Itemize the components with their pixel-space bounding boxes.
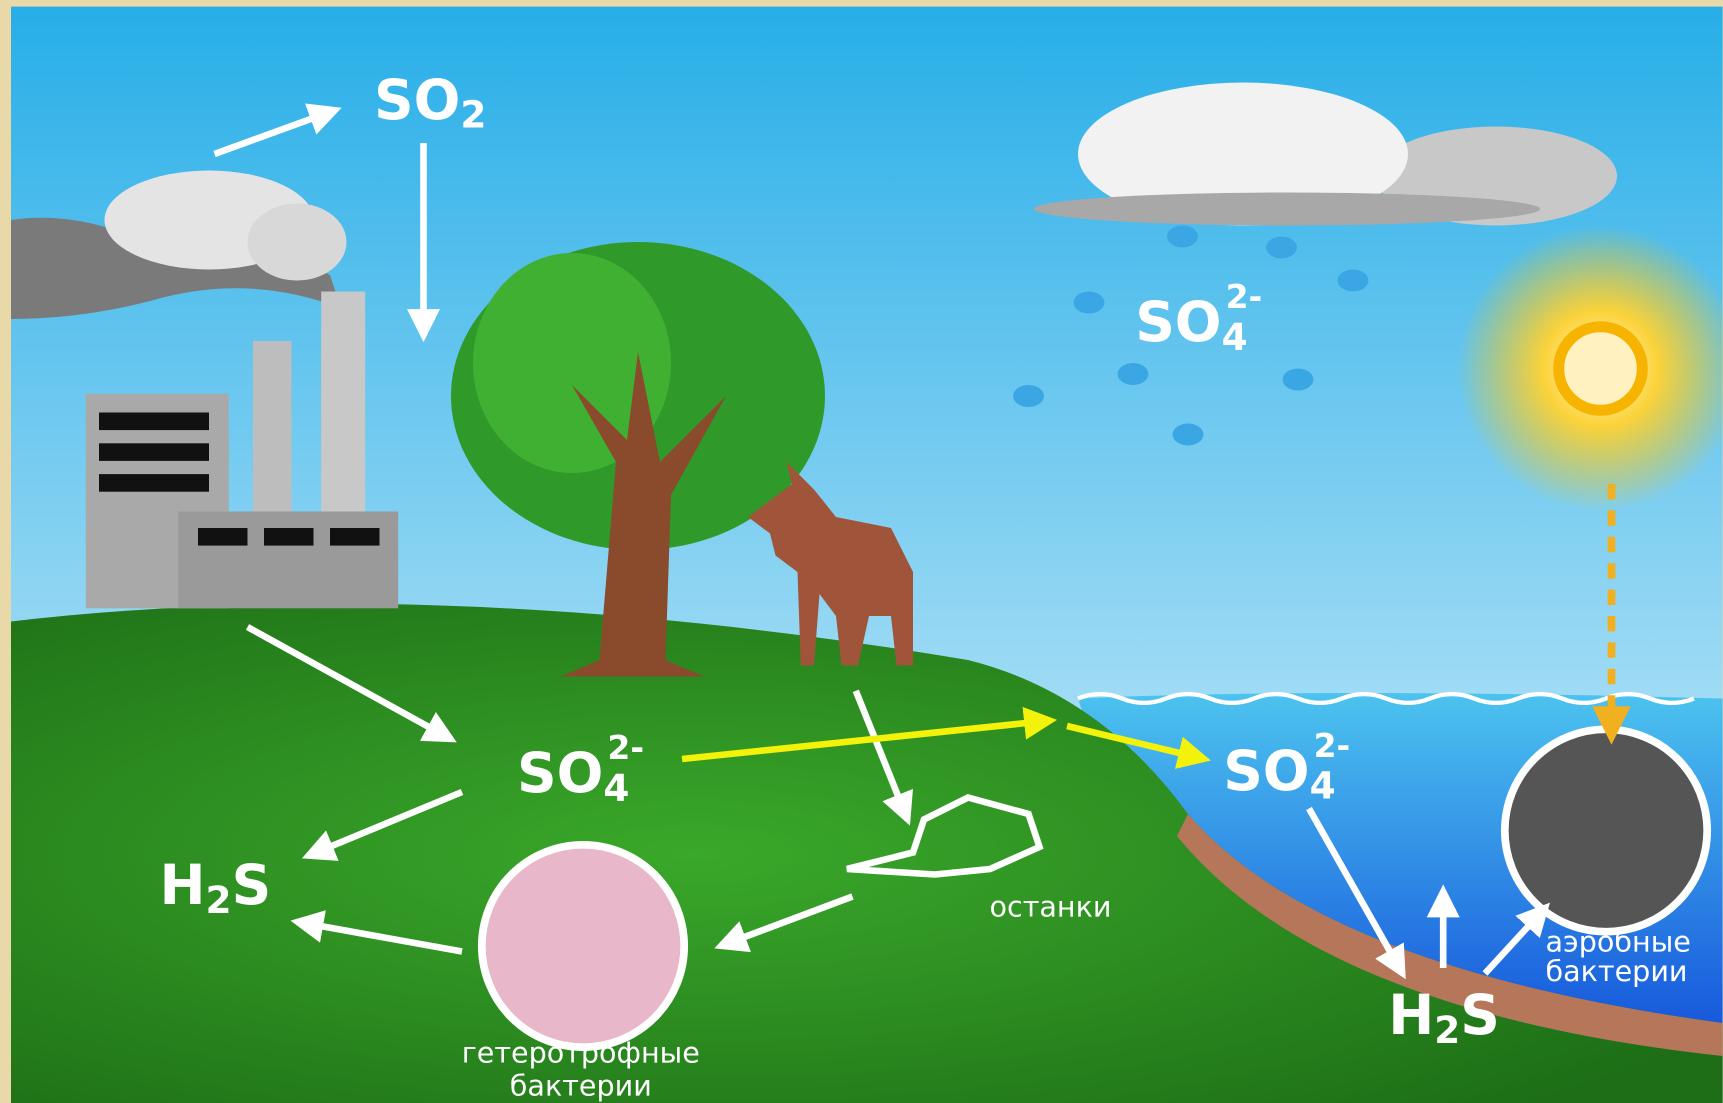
arrows	[213, 103, 1550, 980]
waves	[1077, 691, 1695, 706]
rain	[1013, 225, 1369, 446]
heterotrophic-label: бактерии	[510, 1069, 652, 1103]
heterotrophic-label: гетеротрофные	[462, 1036, 700, 1070]
aerobic-bacteria-image	[1500, 725, 1712, 936]
seabed	[1177, 814, 1723, 1056]
cloud	[1034, 82, 1617, 226]
so4-water-label: SO42-	[1223, 726, 1350, 808]
arrow-yellow	[1066, 722, 1211, 769]
aerobic-label: бактерии	[1546, 954, 1688, 988]
tree	[451, 242, 825, 677]
h2s-water-label: H2S	[1388, 983, 1500, 1052]
so4-land-label: SO42-	[517, 728, 644, 810]
sun-core	[1553, 321, 1648, 416]
arrow-yellow	[681, 706, 1058, 763]
factory	[11, 170, 399, 609]
aerobic-label: аэробные	[1546, 925, 1691, 959]
scene: SO2 SO42- SO42- SO42- H2S H2S останки ге…	[11, 6, 1723, 1103]
heterotrophic-bacteria-image	[477, 840, 689, 1052]
so4-rain-label: SO42-	[1135, 277, 1262, 359]
remains-bones	[846, 793, 1044, 878]
so2-label: SO2	[374, 68, 486, 137]
deer	[748, 462, 913, 666]
h2s-land-label: H2S	[160, 853, 272, 922]
remains-label: останки	[990, 889, 1112, 923]
